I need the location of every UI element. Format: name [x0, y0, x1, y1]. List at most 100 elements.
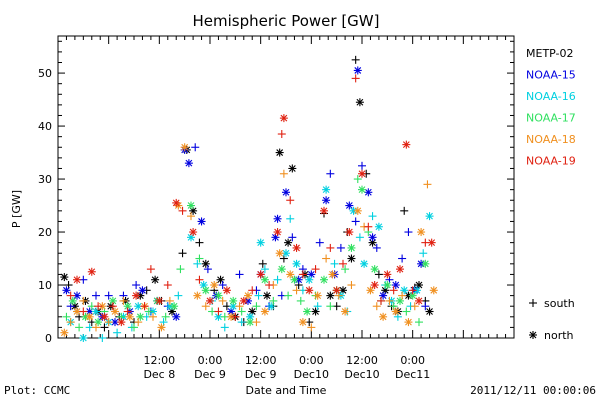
data-point-noaa-19 — [415, 296, 423, 305]
data-point-noaa-19 — [377, 296, 385, 305]
x-tick-label: 0:00 — [299, 354, 324, 367]
data-point-noaa-16 — [330, 259, 339, 268]
data-point-noaa-19 — [292, 243, 301, 252]
data-point-noaa-18 — [298, 318, 307, 327]
data-point-noaa-19 — [178, 206, 187, 215]
x-tick-date-label: Dec 9 — [245, 368, 277, 381]
data-point-noaa-18 — [66, 318, 75, 327]
data-point-noaa-17 — [108, 296, 117, 305]
data-point-noaa-18 — [79, 296, 88, 305]
data-point-noaa-19 — [172, 198, 181, 207]
data-point-noaa-17 — [130, 323, 138, 332]
data-point-noaa-15 — [172, 312, 181, 321]
data-point-noaa-16 — [313, 302, 322, 311]
y-tick-label: 0 — [45, 332, 52, 345]
data-point-noaa-18 — [111, 307, 119, 316]
data-point-noaa-15 — [315, 238, 324, 247]
data-point-noaa-19 — [351, 74, 360, 83]
data-point-noaa-18 — [85, 312, 94, 321]
data-point-noaa-15 — [326, 169, 335, 178]
x-tick-date-label: Dec 8 — [143, 368, 175, 381]
data-point-noaa-16 — [419, 249, 428, 258]
data-point-noaa-18 — [187, 212, 195, 221]
data-point-noaa-18 — [180, 143, 189, 152]
data-point-metp-02 — [258, 259, 267, 268]
legend-entry-noaa-16: NOAA-16 — [526, 90, 576, 103]
data-point-noaa-19 — [140, 302, 149, 311]
y-tick-label: 30 — [38, 173, 52, 186]
data-point-noaa-15 — [364, 188, 373, 197]
data-point-noaa-17 — [201, 286, 210, 295]
data-point-noaa-17 — [383, 281, 392, 290]
marker-legend-label-north: north — [544, 329, 574, 342]
data-point-noaa-18 — [372, 302, 381, 311]
data-point-noaa-16 — [174, 291, 183, 300]
data-point-noaa-15 — [104, 291, 113, 300]
data-point-noaa-17 — [252, 302, 261, 311]
data-point-noaa-19 — [195, 275, 204, 284]
data-point-noaa-17 — [187, 201, 195, 210]
data-point-noaa-15 — [345, 201, 354, 210]
data-point-noaa-18 — [165, 296, 174, 305]
data-point-noaa-17 — [136, 312, 145, 321]
data-point-noaa-18 — [366, 286, 375, 295]
data-point-metp-02 — [60, 273, 69, 282]
data-point-noaa-18 — [322, 254, 331, 263]
data-point-noaa-19 — [332, 286, 341, 295]
data-point-noaa-15 — [235, 270, 244, 279]
data-point-noaa-15 — [336, 243, 345, 252]
data-point-noaa-18 — [423, 180, 432, 189]
data-point-noaa-19 — [305, 286, 314, 295]
data-point-noaa-19 — [248, 286, 257, 295]
data-point-noaa-16 — [292, 259, 301, 268]
data-point-metp-02 — [355, 98, 364, 107]
data-point-noaa-17 — [277, 265, 286, 274]
data-point-noaa-19 — [79, 307, 88, 316]
data-point-noaa-18 — [353, 206, 362, 215]
data-point-noaa-17 — [303, 307, 312, 316]
data-point-noaa-17 — [408, 291, 417, 300]
data-point-noaa-15 — [132, 281, 141, 290]
data-point-noaa-15 — [398, 254, 407, 263]
data-point-noaa-15 — [351, 217, 360, 226]
data-point-metp-02 — [151, 275, 160, 284]
data-point-noaa-17 — [284, 291, 293, 300]
data-point-noaa-17 — [68, 296, 77, 305]
data-marks — [60, 55, 438, 342]
data-point-noaa-18 — [92, 323, 100, 332]
data-point-noaa-19 — [123, 307, 132, 316]
data-point-noaa-17 — [415, 318, 423, 327]
data-point-noaa-16 — [400, 286, 409, 295]
data-point-noaa-19 — [163, 281, 172, 290]
data-point-noaa-19 — [326, 243, 335, 252]
data-point-noaa-18 — [307, 323, 316, 332]
data-point-noaa-16 — [305, 275, 314, 284]
x-tick-date-label: Dec11 — [395, 368, 430, 381]
x-tick-label: 0:00 — [198, 354, 223, 367]
data-point-noaa-16 — [374, 222, 383, 231]
footer-timestamp: 2011/12/11 00:00:06 — [470, 384, 596, 397]
marker-legend-symbol-north — [529, 331, 537, 339]
plot-frame — [57, 35, 515, 339]
data-point-noaa-18 — [60, 328, 69, 337]
data-point-noaa-17 — [402, 307, 411, 316]
data-point-noaa-16 — [134, 302, 143, 311]
data-point-noaa-17 — [358, 185, 366, 194]
data-point-metp-02 — [425, 307, 434, 316]
data-point-noaa-19 — [279, 114, 288, 123]
data-point-noaa-17 — [144, 307, 153, 316]
data-point-noaa-15 — [421, 302, 430, 311]
data-point-noaa-18 — [404, 318, 413, 327]
data-point-metp-02 — [351, 55, 360, 64]
data-point-noaa-19 — [273, 228, 282, 237]
data-point-noaa-17 — [176, 265, 185, 274]
data-point-noaa-16 — [412, 286, 421, 295]
data-point-noaa-17 — [326, 302, 335, 311]
data-point-noaa-18 — [134, 318, 143, 327]
data-point-noaa-16 — [360, 259, 369, 268]
data-point-noaa-19 — [239, 296, 248, 305]
data-point-metp-02 — [178, 249, 187, 258]
data-point-noaa-19 — [389, 286, 398, 295]
data-point-noaa-19 — [265, 281, 274, 290]
data-point-noaa-18 — [235, 302, 244, 311]
